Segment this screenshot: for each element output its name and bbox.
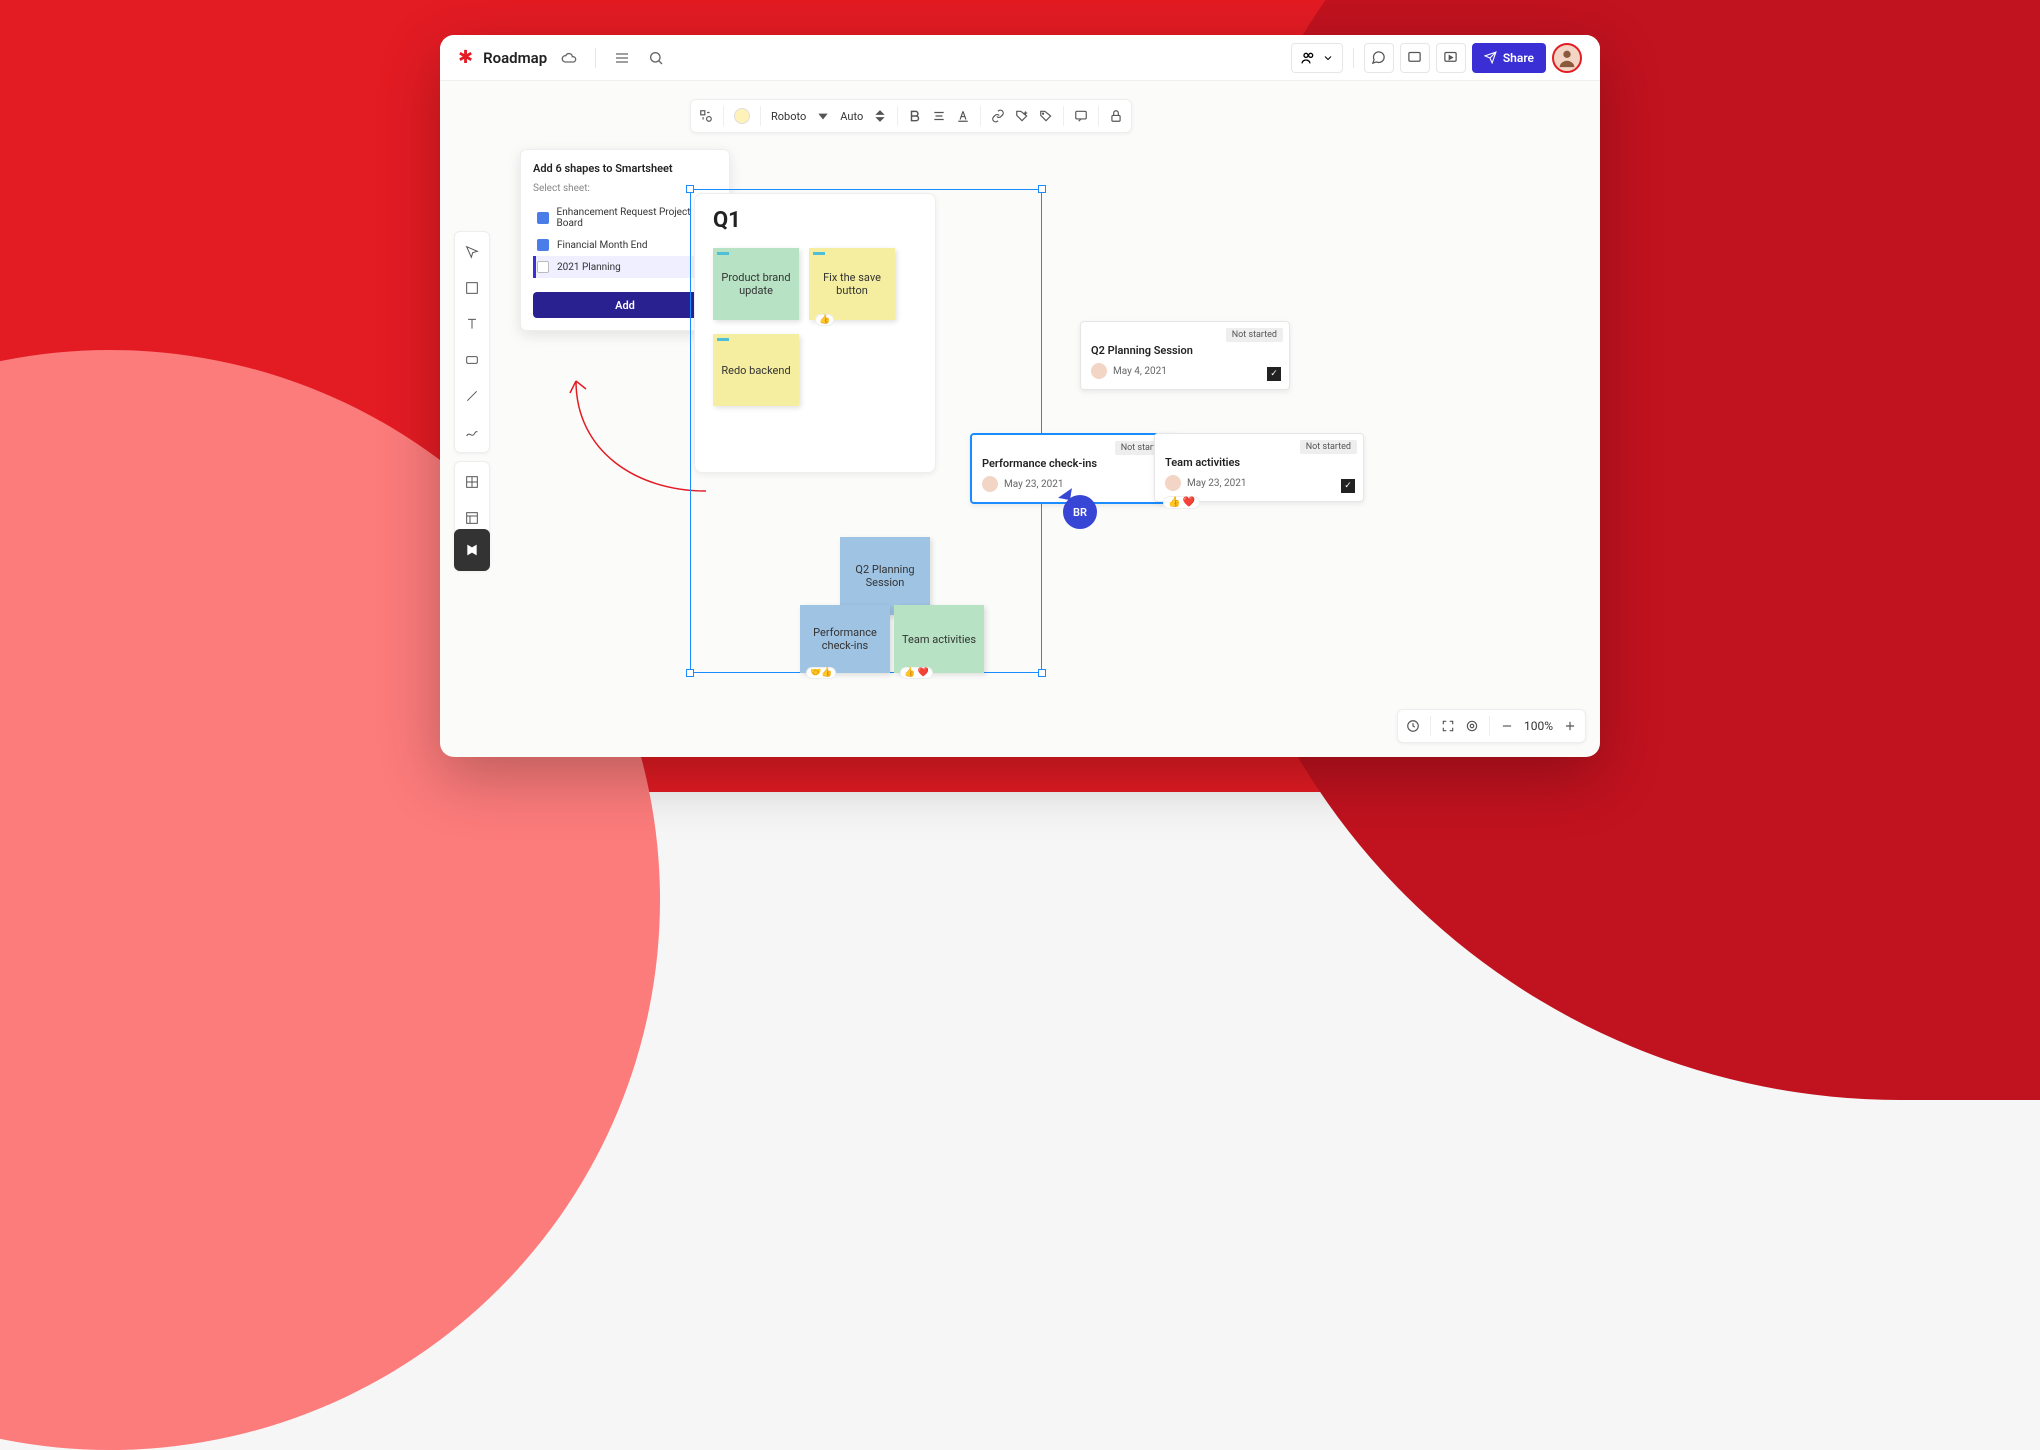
task-card-selected[interactable]: Not started Performance check-ins May 23… bbox=[970, 433, 1180, 504]
status-badge: Not started bbox=[1300, 440, 1357, 454]
chevron-down-icon bbox=[816, 109, 830, 123]
task-card[interactable]: Not started Team activities May 23, 2021… bbox=[1154, 433, 1364, 502]
sticky-note[interactable]: Performance check-ins🤝👍 bbox=[800, 605, 890, 673]
sticky-note[interactable]: Product brand update bbox=[713, 248, 799, 320]
reaction-badge[interactable]: 👍 ❤️ bbox=[1163, 496, 1200, 509]
sticky-note[interactable]: Q2 Planning Session bbox=[840, 537, 930, 615]
font-selector[interactable]: Roboto bbox=[771, 110, 806, 123]
present-icon[interactable] bbox=[1436, 43, 1466, 73]
fill-color-swatch[interactable] bbox=[734, 108, 750, 124]
sticky-note[interactable]: Redo backend bbox=[713, 334, 799, 406]
document-title[interactable]: Roadmap bbox=[483, 49, 547, 67]
task-date: May 23, 2021 bbox=[1004, 479, 1063, 490]
search-icon[interactable] bbox=[644, 46, 668, 70]
size-selector[interactable]: Auto bbox=[840, 110, 863, 123]
topbar: ✱ Roadmap Share bbox=[440, 35, 1600, 81]
line-tool-icon[interactable] bbox=[458, 382, 486, 410]
comment-add-icon[interactable] bbox=[1074, 109, 1088, 123]
assignee-avatar bbox=[1091, 363, 1107, 379]
draw-tool-icon[interactable] bbox=[458, 418, 486, 446]
align-icon[interactable] bbox=[932, 109, 946, 123]
collaborators-button[interactable] bbox=[1291, 43, 1343, 73]
sticky-note[interactable]: Fix the save button👍 bbox=[809, 248, 895, 320]
zoom-out-icon[interactable] bbox=[1500, 719, 1514, 733]
canvas[interactable]: Roboto Auto bbox=[440, 81, 1600, 757]
lock-icon[interactable] bbox=[1109, 109, 1123, 123]
share-button[interactable]: Share bbox=[1472, 43, 1546, 73]
target-icon[interactable] bbox=[1465, 719, 1479, 733]
task-title: Team activities bbox=[1165, 456, 1353, 469]
share-label: Share bbox=[1503, 51, 1534, 65]
tag-icon[interactable] bbox=[1039, 109, 1053, 123]
cloud-sync-icon[interactable] bbox=[557, 46, 581, 70]
reaction-badge[interactable]: 🤝👍 bbox=[806, 667, 836, 679]
task-card[interactable]: Not started Q2 Planning Session May 4, 2… bbox=[1080, 321, 1290, 390]
frame-tool-icon[interactable] bbox=[458, 504, 486, 532]
link-icon[interactable] bbox=[991, 109, 1005, 123]
assignee-avatar bbox=[982, 476, 998, 492]
zoom-level[interactable]: 100% bbox=[1524, 719, 1553, 733]
tools-panel bbox=[454, 231, 490, 453]
collaborator-cursor: BR bbox=[1063, 495, 1097, 529]
menu-icon[interactable] bbox=[610, 46, 634, 70]
task-title: Q2 Planning Session bbox=[1091, 344, 1279, 357]
comment-icon[interactable] bbox=[1364, 43, 1394, 73]
select-tool-icon[interactable] bbox=[458, 238, 486, 266]
fullscreen-icon[interactable] bbox=[1441, 719, 1455, 733]
tools-panel-integration bbox=[454, 529, 490, 571]
task-date: May 4, 2021 bbox=[1113, 366, 1167, 377]
sticky-note[interactable]: Team activities👍 ❤️ bbox=[894, 605, 984, 673]
app-window: ✱ Roadmap Share bbox=[440, 35, 1600, 757]
frame-title: Q1 bbox=[695, 194, 935, 247]
task-date: May 23, 2021 bbox=[1187, 478, 1246, 489]
user-avatar[interactable] bbox=[1552, 43, 1582, 73]
property-bar: Roboto Auto bbox=[690, 99, 1132, 133]
reaction-badge[interactable]: 👍 bbox=[815, 314, 834, 326]
reaction-icon[interactable] bbox=[1400, 43, 1430, 73]
history-icon[interactable] bbox=[1406, 719, 1420, 733]
tools-panel-secondary bbox=[454, 461, 490, 539]
q1-frame[interactable]: Q1 Product brand update Fix the save but… bbox=[694, 193, 936, 473]
task-title: Performance check-ins bbox=[982, 457, 1168, 470]
text-color-icon[interactable] bbox=[956, 109, 970, 123]
swap-shape-icon[interactable] bbox=[699, 109, 713, 123]
bold-icon[interactable] bbox=[908, 109, 922, 123]
zoom-controls: 100% bbox=[1397, 709, 1586, 743]
logo-icon: ✱ bbox=[458, 47, 473, 68]
smartsheet-tool-icon[interactable] bbox=[458, 536, 486, 564]
status-badge: Not started bbox=[1226, 328, 1283, 342]
smartsheet-icon: ✓ bbox=[1341, 479, 1355, 493]
smartsheet-icon: ✓ bbox=[1267, 367, 1281, 381]
reaction-badge[interactable]: 👍 ❤️ bbox=[900, 667, 933, 679]
text-tool-icon[interactable] bbox=[458, 310, 486, 338]
tag-plus-icon[interactable] bbox=[1015, 109, 1029, 123]
panel-title: Add 6 shapes to Smartsheet bbox=[533, 162, 717, 175]
zoom-in-icon[interactable] bbox=[1563, 719, 1577, 733]
assignee-avatar bbox=[1165, 475, 1181, 491]
grid-tool-icon[interactable] bbox=[458, 468, 486, 496]
note-tool-icon[interactable] bbox=[458, 274, 486, 302]
stepper-icon[interactable] bbox=[873, 109, 887, 123]
shape-tool-icon[interactable] bbox=[458, 346, 486, 374]
